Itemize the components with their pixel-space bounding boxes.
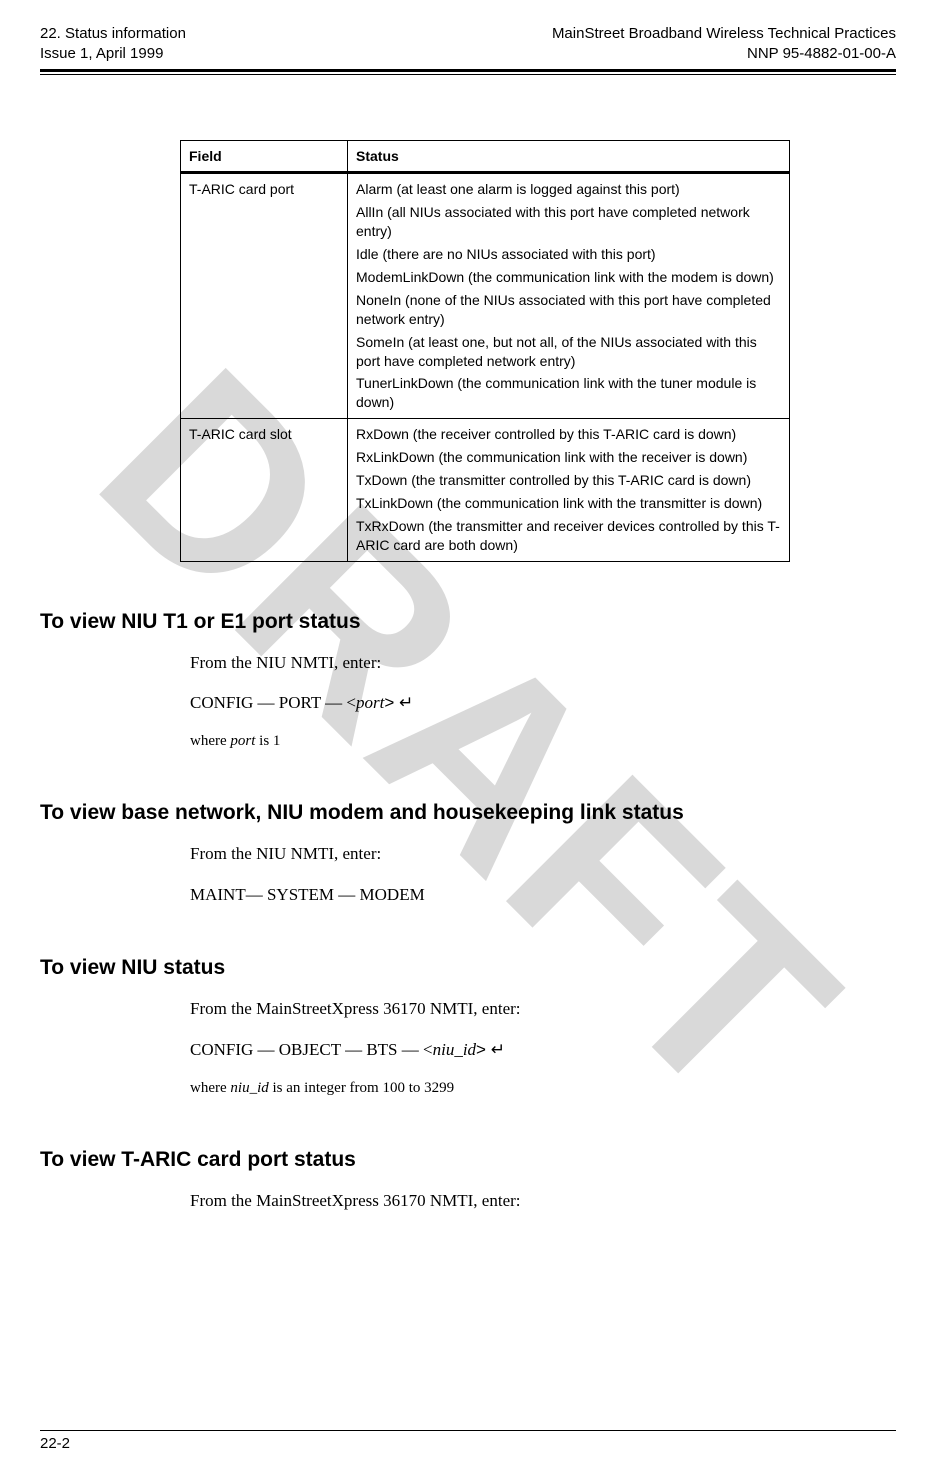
header-left-line1: 22. Status information [40,24,186,44]
section-command: CONFIG — PORT — <port> ↵ [190,690,896,716]
table-row: T-ARIC card slot RxDown (the receiver co… [181,419,790,561]
status-item: RxDown (the receiver controlled by this … [356,425,781,444]
status-item: Idle (there are no NIUs associated with … [356,245,781,264]
section-heading-base-network: To view base network, NIU modem and hous… [40,801,896,825]
section-where: where niu_id is an integer from 100 to 3… [190,1077,896,1100]
header-right-line1: MainStreet Broadband Wireless Technical … [552,24,896,44]
header-rule-thin [40,74,896,75]
section-intro: From the MainStreetXpress 36170 NMTI, en… [190,996,896,1022]
cell-field: T-ARIC card slot [181,419,348,561]
section-heading-taric-port-status: To view T-ARIC card port status [40,1148,896,1172]
status-item: TxLinkDown (the communication link with … [356,494,781,513]
status-item: AllIn (all NIUs associated with this por… [356,203,781,241]
table-header-row: Field Status [181,140,790,173]
status-item: NoneIn (none of the NIUs associated with… [356,291,781,329]
status-item: RxLinkDown (the communication link with … [356,448,781,467]
section-command: CONFIG — OBJECT — BTS — <niu_id> ↵ [190,1037,896,1063]
status-item: TunerLinkDown (the communication link wi… [356,374,781,412]
section-intro: From the MainStreetXpress 36170 NMTI, en… [190,1188,896,1214]
page-number: 22-2 [40,1435,896,1452]
section-intro: From the NIU NMTI, enter: [190,841,896,867]
status-item: TxDown (the transmitter controlled by th… [356,471,781,490]
header-rule-thick [40,69,896,72]
status-item: Alarm (at least one alarm is logged agai… [356,180,781,199]
col-header-status: Status [348,140,790,173]
section-where: where port is 1 [190,730,896,753]
status-item: SomeIn (at least one, but not all, of th… [356,333,781,371]
section-command: MAINT— SYSTEM — MODEM [190,882,896,908]
header-right-line2: NNP 95-4882-01-00-A [552,44,896,64]
cell-status: Alarm (at least one alarm is logged agai… [348,173,790,419]
status-item: TxRxDown (the transmitter and receiver d… [356,517,781,555]
section-heading-niu-status: To view NIU status [40,956,896,980]
status-table: Field Status T-ARIC card port Alarm (at … [180,140,790,562]
cell-status: RxDown (the receiver controlled by this … [348,419,790,561]
cell-field: T-ARIC card port [181,173,348,419]
col-header-field: Field [181,140,348,173]
section-intro: From the NIU NMTI, enter: [190,650,896,676]
section-heading-niu-port-status: To view NIU T1 or E1 port status [40,610,896,634]
page-header: 22. Status information Issue 1, April 19… [40,24,896,65]
status-item: ModemLinkDown (the communication link wi… [356,268,781,287]
footer-rule [40,1430,896,1431]
page-footer: 22-2 [40,1430,896,1452]
header-left-line2: Issue 1, April 1999 [40,44,186,64]
table-row: T-ARIC card port Alarm (at least one ala… [181,173,790,419]
